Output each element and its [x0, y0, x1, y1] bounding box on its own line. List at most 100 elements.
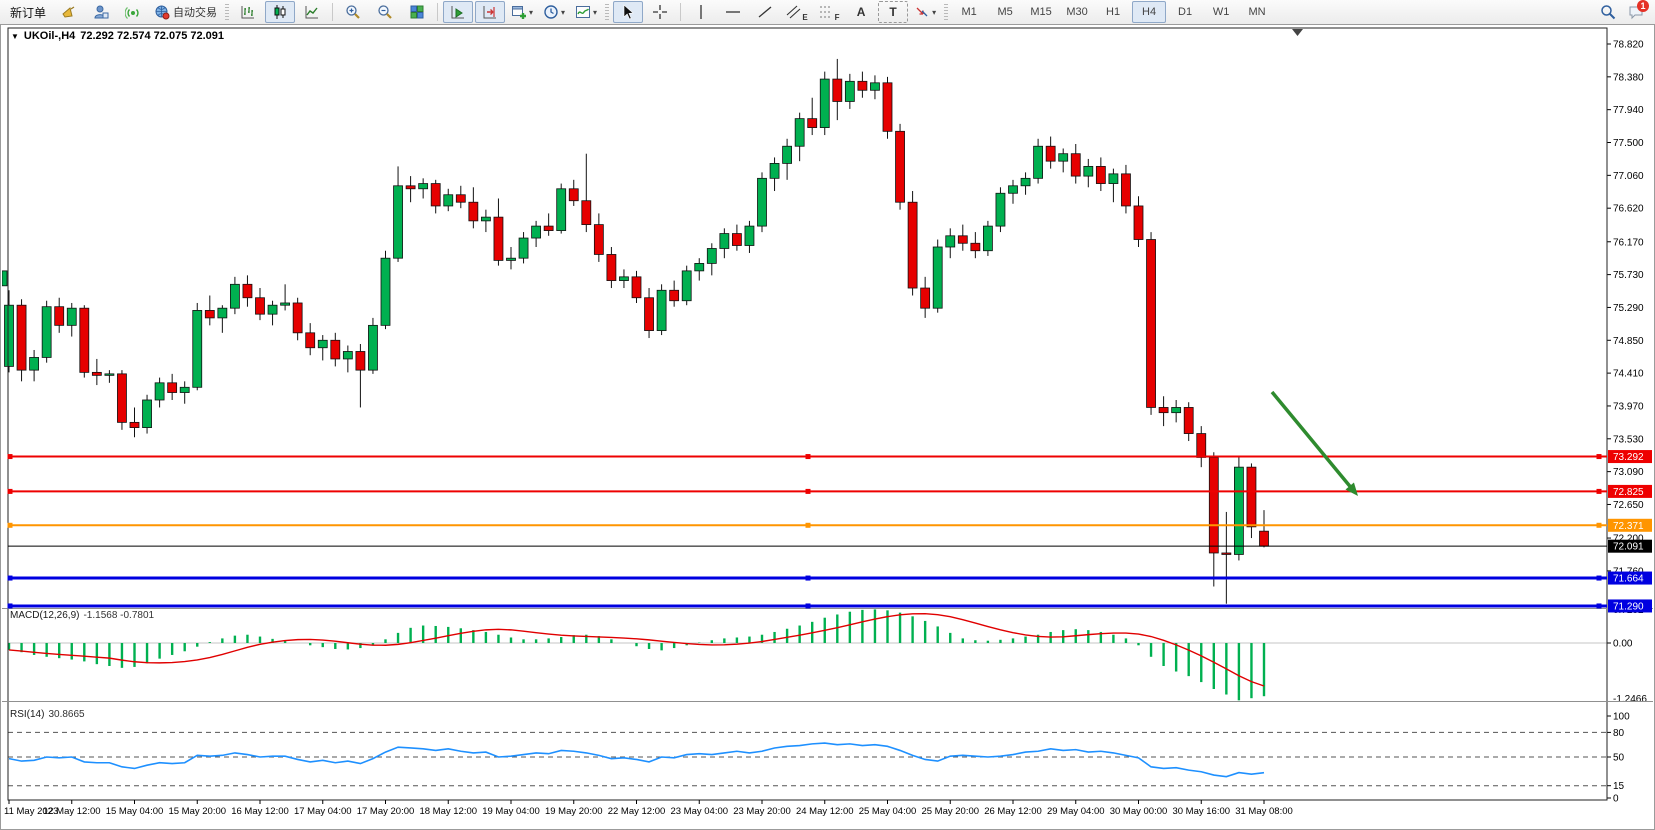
candle-body[interactable]: [29, 357, 40, 371]
auto-scroll-button[interactable]: [443, 1, 474, 23]
candlestick-chart-button[interactable]: [265, 1, 296, 23]
candle-body[interactable]: [142, 399, 152, 428]
candle-body[interactable]: [895, 130, 905, 203]
candle-body[interactable]: [1070, 153, 1081, 177]
candle-body[interactable]: [468, 201, 479, 222]
candle-body[interactable]: [1246, 466, 1257, 528]
candle-body[interactable]: [506, 257, 516, 261]
candle-body[interactable]: [1121, 173, 1131, 207]
line-handle[interactable]: [7, 522, 13, 528]
candle-body[interactable]: [669, 289, 680, 302]
line-handle[interactable]: [805, 488, 811, 494]
candle-body[interactable]: [1259, 530, 1269, 547]
horizontal-line-button[interactable]: [718, 1, 748, 23]
candle-body[interactable]: [267, 304, 278, 315]
candle-body[interactable]: [280, 302, 291, 306]
line-handle[interactable]: [805, 603, 811, 609]
candle-body[interactable]: [1033, 145, 1043, 179]
timeframe-m5[interactable]: M5: [997, 6, 1013, 18]
chart-canvas[interactable]: 78.820 78.380 77.940 77.500 77.060 76.620 76.1…: [2, 26, 1653, 816]
candle-body[interactable]: [405, 185, 416, 190]
line-handle[interactable]: [7, 454, 13, 460]
signals-button[interactable]: [118, 1, 148, 23]
candle-body[interactable]: [342, 351, 353, 360]
chart-shift-marker[interactable]: [1292, 29, 1303, 36]
tile-windows-button[interactable]: [402, 1, 432, 23]
candle-body[interactable]: [907, 201, 918, 289]
candle-body[interactable]: [1058, 153, 1069, 162]
timeframe-mn[interactable]: MN: [1248, 6, 1266, 18]
timeframe-w1[interactable]: W1: [1212, 6, 1230, 18]
new-order-button[interactable]: 新订单: [10, 5, 47, 20]
candle-body[interactable]: [957, 235, 968, 244]
trend-arrow-annotation[interactable]: [1270, 390, 1355, 491]
chat-button[interactable]: 1: [1628, 0, 1649, 20]
line-handle[interactable]: [1596, 488, 1602, 494]
candle-body[interactable]: [832, 78, 843, 102]
indicators-button[interactable]: ▾: [571, 1, 601, 23]
candle-body[interactable]: [819, 78, 830, 128]
candle-body[interactable]: [54, 306, 65, 326]
line-handle[interactable]: [7, 575, 13, 581]
candle-body[interactable]: [1158, 407, 1169, 414]
line-handle[interactable]: [7, 603, 13, 609]
candle-body[interactable]: [41, 306, 52, 358]
chart-shift-button[interactable]: [475, 1, 506, 23]
candle-body[interactable]: [179, 386, 190, 393]
candle-body[interactable]: [844, 80, 855, 102]
candle-body[interactable]: [1008, 185, 1018, 194]
timeframe-d1[interactable]: D1: [1178, 6, 1193, 18]
candle-body[interactable]: [1133, 205, 1144, 240]
candle-body[interactable]: [1020, 177, 1031, 187]
candle-body[interactable]: [154, 382, 165, 401]
autotrading-button[interactable]: 自动交易: [150, 1, 221, 23]
line-handle[interactable]: [1596, 454, 1602, 460]
candle-body[interactable]: [518, 237, 529, 259]
candle-body[interactable]: [1183, 407, 1194, 434]
candle-body[interactable]: [945, 235, 956, 248]
candle-body[interactable]: [355, 351, 366, 371]
candle-body[interactable]: [192, 310, 203, 388]
trendline-button[interactable]: [750, 1, 780, 23]
line-chart-button[interactable]: [297, 1, 327, 23]
candle-body[interactable]: [732, 233, 742, 246]
candle-body[interactable]: [543, 225, 554, 231]
candle-body[interactable]: [769, 163, 780, 179]
line-handle[interactable]: [1596, 603, 1602, 609]
candle-body[interactable]: [782, 145, 792, 164]
candle-body[interactable]: [255, 297, 265, 315]
candle-body[interactable]: [455, 194, 466, 203]
candle-body[interactable]: [129, 421, 140, 428]
line-handle[interactable]: [1596, 575, 1602, 581]
candle-body[interactable]: [493, 216, 504, 261]
candle-body[interactable]: [167, 382, 178, 393]
search-button[interactable]: [1593, 1, 1623, 23]
line-handle[interactable]: [805, 575, 811, 581]
period-button[interactable]: ▾: [539, 1, 569, 23]
text-label-tool-button[interactable]: T: [878, 1, 909, 23]
candle-body[interactable]: [368, 324, 378, 371]
candle-body[interactable]: [1146, 239, 1156, 408]
timeframe-h1[interactable]: H1: [1106, 6, 1121, 18]
timeframe-h4[interactable]: H4: [1132, 1, 1167, 23]
candle-body[interactable]: [1083, 165, 1094, 177]
line-handle[interactable]: [1596, 522, 1602, 528]
candle-body[interactable]: [229, 283, 240, 309]
line-handle[interactable]: [7, 488, 13, 494]
candle-body[interactable]: [317, 339, 328, 349]
new-chart-button[interactable]: ▾: [507, 1, 537, 23]
timeframe-m15[interactable]: M15: [1030, 6, 1052, 18]
candle-body[interactable]: [995, 192, 1006, 227]
candle-body[interactable]: [4, 304, 14, 367]
candle-body[interactable]: [556, 188, 567, 231]
candle-body[interactable]: [1095, 165, 1106, 184]
candle-body[interactable]: [91, 371, 102, 376]
candle-body[interactable]: [330, 339, 341, 360]
candle-body[interactable]: [16, 304, 27, 371]
chart-window[interactable]: 78.820 78.380 77.940 77.500 77.060 76.620 76.1…: [0, 24, 1655, 830]
fibonacci-button[interactable]: F: [814, 1, 844, 23]
bar-chart-button[interactable]: [233, 1, 263, 23]
candle-body[interactable]: [694, 263, 705, 272]
candle-body[interactable]: [644, 297, 654, 331]
candle-body[interactable]: [794, 118, 805, 147]
